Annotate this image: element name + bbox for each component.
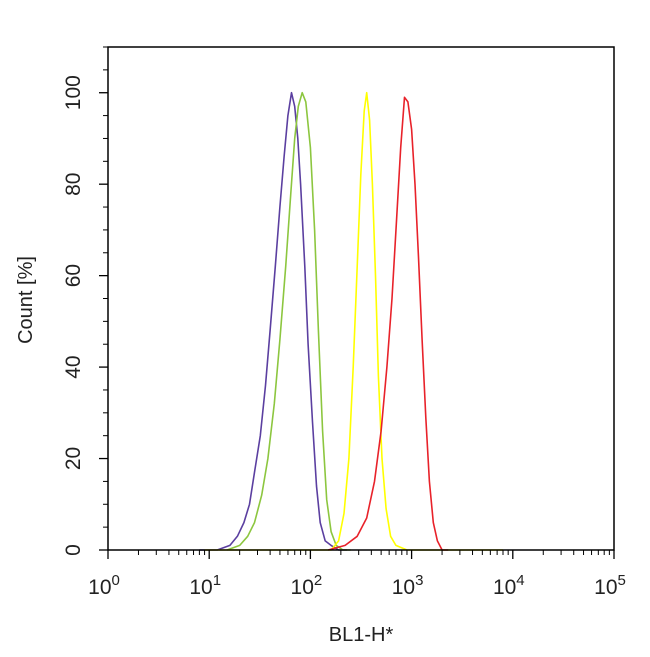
y-tick-label: 0 (62, 544, 85, 556)
y-axis: 0 20 40 60 80 100 (62, 46, 108, 556)
series-line-2 (226, 91, 351, 551)
x-tick-exponent: 3 (415, 572, 423, 589)
series-line-3 (204, 91, 503, 551)
series-line-1 (199, 91, 347, 551)
x-tick-exponent: 2 (314, 572, 322, 589)
y-tick-label: 40 (62, 355, 85, 378)
x-axis-title: BL1-H* (329, 624, 394, 646)
series-layer (199, 91, 503, 551)
series-line-4 (327, 96, 449, 551)
x-tick-exponent: 0 (112, 572, 120, 589)
y-tick-label: 20 (62, 447, 85, 470)
y-tick-label: 100 (62, 75, 85, 110)
y-tick-label: 60 (62, 264, 85, 287)
x-tick-exponent: 1 (213, 572, 221, 589)
x-tick-exponent: 4 (516, 572, 524, 589)
y-axis-title: Count [%] (15, 256, 37, 344)
x-tick-exponent: 5 (618, 572, 626, 589)
x-axis: 100 101 102 103 104 105 (88, 550, 626, 599)
y-tick-label: 80 (62, 173, 85, 196)
